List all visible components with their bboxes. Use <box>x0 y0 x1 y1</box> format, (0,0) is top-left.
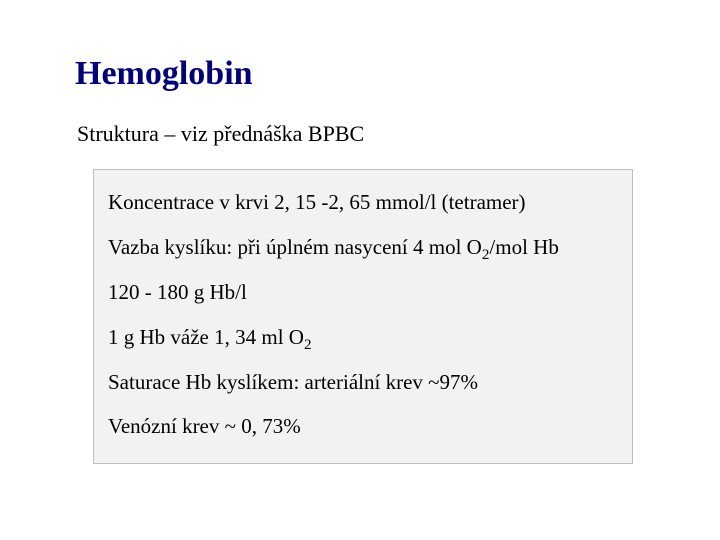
slide: Hemoglobin Struktura – viz přednáška BPB… <box>0 0 720 540</box>
row-text-suffix: /mol Hb <box>489 235 558 259</box>
row-arterial-saturation: Saturace Hb kyslíkem: arteriální krev ~9… <box>108 360 618 405</box>
row-venous-saturation: Venózní krev ~ 0, 73% <box>108 404 618 449</box>
row-text-prefix: Vazba kyslíku: při úplném nasycení 4 mol… <box>108 235 482 259</box>
row-hb-volume: 1 g Hb váže 1, 34 ml O2 <box>108 315 618 360</box>
info-box: Koncentrace v krvi 2, 15 -2, 65 mmol/l (… <box>93 169 633 464</box>
subscript: 2 <box>304 337 312 353</box>
row-oxygen-binding: Vazba kyslíku: při úplném nasycení 4 mol… <box>108 225 618 270</box>
page-title: Hemoglobin <box>75 55 645 93</box>
row-text-prefix: 1 g Hb váže 1, 34 ml O <box>108 325 304 349</box>
row-hb-range: 120 - 180 g Hb/l <box>108 270 618 315</box>
subtitle: Struktura – viz přednáška BPBC <box>77 121 645 147</box>
row-concentration: Koncentrace v krvi 2, 15 -2, 65 mmol/l (… <box>108 180 618 225</box>
